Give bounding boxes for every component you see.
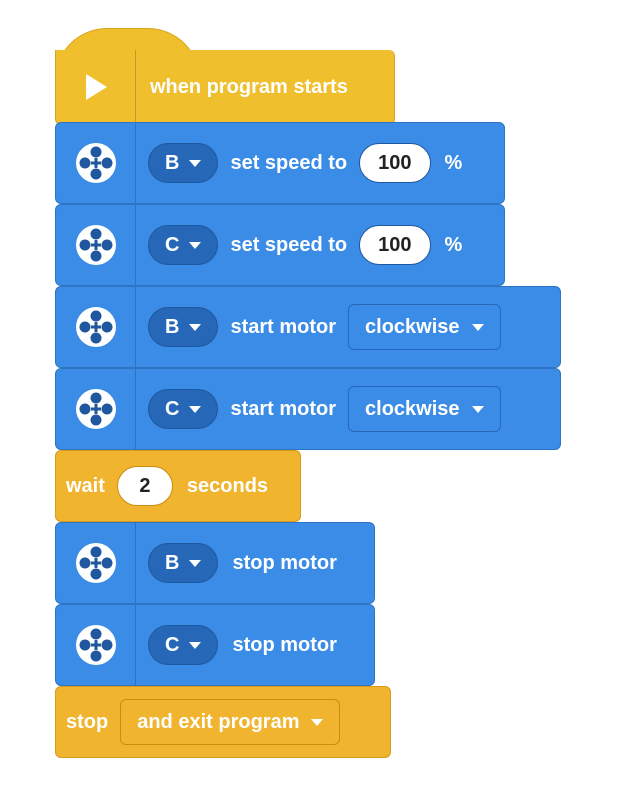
hat-label: when program starts — [150, 75, 348, 98]
chevron-down-icon — [189, 323, 202, 331]
wait-block[interactable]: wait 2 seconds — [55, 450, 301, 522]
port-dropdown[interactable]: C — [148, 225, 219, 265]
stop-label: stop — [66, 710, 109, 733]
block-text: start motor — [230, 397, 337, 420]
motor-icon — [75, 143, 116, 183]
chevron-down-icon — [189, 241, 202, 249]
percent-label: % — [444, 233, 463, 256]
motor-icon — [75, 389, 116, 429]
port-label: C — [165, 397, 180, 420]
stop-motor-block-b[interactable]: B stop motor — [55, 522, 375, 604]
block-text: stop motor — [232, 551, 337, 574]
motor-set-speed-block-b[interactable]: B set speed to 100 % — [55, 122, 505, 204]
chevron-down-icon — [189, 159, 202, 167]
port-label: B — [165, 151, 180, 174]
stop-block[interactable]: stop and exit program — [55, 686, 391, 758]
stop-option-label: and exit program — [137, 710, 300, 733]
port-dropdown[interactable]: B — [148, 543, 219, 583]
start-motor-block-c[interactable]: C start motor clockwise — [55, 368, 561, 450]
speed-input[interactable]: 100 — [359, 143, 431, 183]
motor-icon-cell — [56, 205, 136, 285]
speed-input[interactable]: 100 — [359, 225, 431, 265]
stop-motor-block-c[interactable]: C stop motor — [55, 604, 375, 686]
block-text: stop motor — [232, 633, 337, 656]
port-label: B — [165, 315, 180, 338]
chevron-down-icon — [189, 641, 202, 649]
block-text: set speed to — [230, 151, 348, 174]
seconds-input[interactable]: 2 — [116, 466, 173, 506]
block-text: set speed to — [230, 233, 348, 256]
motor-icon — [75, 307, 116, 347]
start-motor-block-b[interactable]: B start motor clockwise — [55, 286, 561, 368]
motor-icon — [75, 625, 116, 665]
percent-label: % — [444, 151, 463, 174]
wait-label: wait — [66, 474, 105, 497]
seconds-label: seconds — [186, 474, 269, 497]
port-label: B — [165, 551, 180, 574]
motor-icon-cell — [56, 287, 136, 367]
motor-icon-cell — [56, 605, 136, 685]
port-dropdown[interactable]: C — [148, 389, 219, 429]
play-icon — [85, 74, 107, 100]
direction-dropdown[interactable]: clockwise — [348, 304, 501, 350]
block-text: start motor — [230, 315, 337, 338]
motor-icon — [75, 225, 116, 265]
chevron-down-icon — [189, 405, 202, 413]
port-label: C — [165, 233, 180, 256]
port-label: C — [165, 633, 180, 656]
direction-label: clockwise — [365, 315, 460, 338]
play-icon-cell — [56, 50, 136, 124]
direction-label: clockwise — [365, 397, 460, 420]
motor-icon-cell — [56, 523, 136, 603]
when-program-starts-block[interactable]: when program starts — [55, 50, 395, 125]
motor-icon-cell — [56, 123, 136, 203]
motor-icon — [75, 543, 116, 583]
port-dropdown[interactable]: C — [148, 625, 219, 665]
motor-icon-cell — [56, 369, 136, 449]
motor-set-speed-block-c[interactable]: C set speed to 100 % — [55, 204, 505, 286]
chevron-down-icon — [471, 323, 484, 331]
chevron-down-icon — [189, 559, 202, 567]
port-dropdown[interactable]: B — [148, 143, 219, 183]
chevron-down-icon — [471, 405, 484, 413]
port-dropdown[interactable]: B — [148, 307, 219, 347]
direction-dropdown[interactable]: clockwise — [348, 386, 501, 432]
stop-option-dropdown[interactable]: and exit program — [120, 699, 341, 745]
chevron-down-icon — [311, 718, 324, 726]
